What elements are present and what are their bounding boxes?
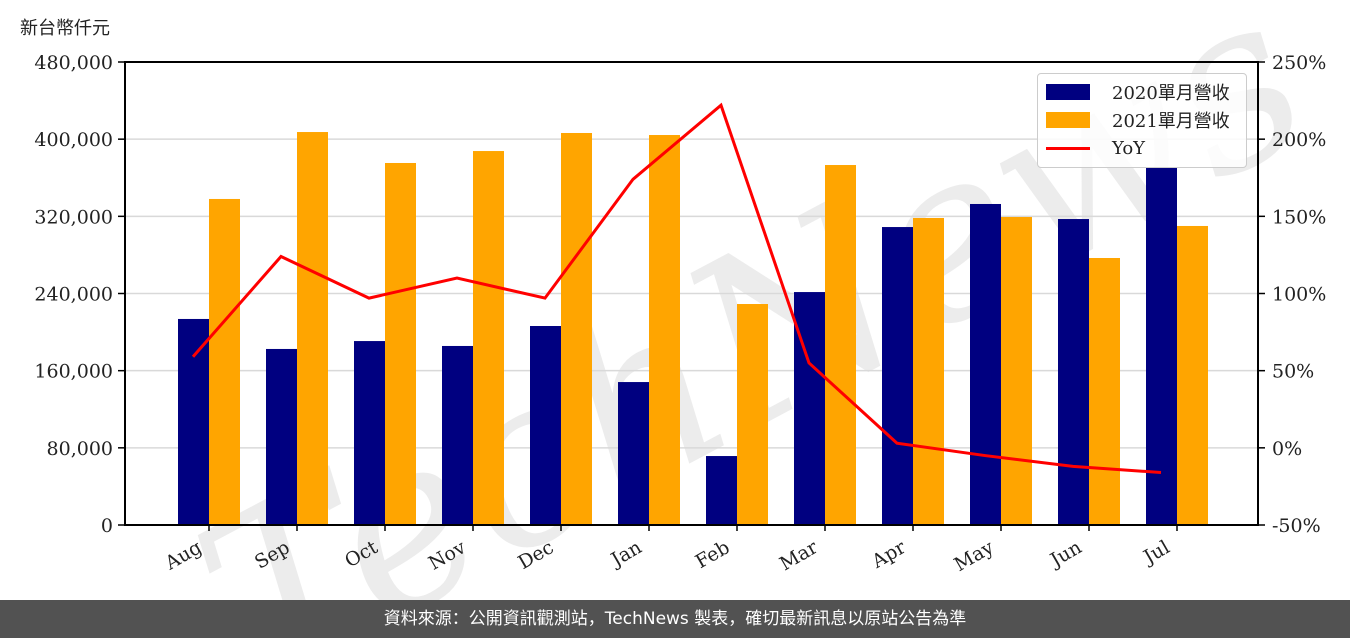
y2-tick-label: 100% (1272, 284, 1326, 306)
bar-2020-oct (354, 341, 385, 525)
x-tick-label-jul: Jul (1138, 536, 1173, 569)
x-tick-label-feb: Feb (692, 536, 734, 573)
bar-2020-may (970, 203, 1001, 525)
bar-2021-feb (737, 304, 768, 525)
bar-2020-nov (442, 345, 473, 525)
legend-swatch-2020 (1046, 84, 1090, 100)
legend-swatch-2021 (1046, 112, 1090, 128)
y-axis-left-ticks: 0 80,000 160,000 240,000 320,000 400,000 480,0… (34, 52, 125, 537)
y-tick-label: 240,000 (34, 284, 113, 306)
y-tick-label: 160,000 (34, 361, 113, 383)
y2-tick-label: 200% (1272, 129, 1326, 151)
y-tick-label: 400,000 (34, 129, 113, 151)
bar-2020-feb (706, 456, 737, 525)
bar-2020-dec (530, 326, 561, 525)
x-tick-label-mar: Mar (776, 536, 822, 575)
y2-tick-label: 0% (1272, 438, 1302, 460)
y-tick-label: 320,000 (34, 206, 113, 228)
bar-2020-mar (794, 292, 825, 525)
y-tick-label: 0 (101, 515, 113, 537)
y-tick-label: 80,000 (47, 438, 113, 460)
y2-tick-label: 250% (1272, 52, 1326, 74)
bar-2020-aug (178, 318, 209, 525)
source-footer: 資料來源：公開資訊觀測站，TechNews 製表，確切最新訊息以原站公告為準 (0, 600, 1350, 638)
y2-tick-label: -50% (1272, 515, 1321, 537)
bar-2020-jul (1146, 167, 1177, 525)
bar-2021-jan (649, 135, 680, 525)
legend-item-2021: 2021單月營收 (1046, 108, 1230, 132)
x-tick-label-jun: Jun (1045, 536, 1086, 572)
chart-legend: 2020單月營收 2021單月營收 YoY (1037, 73, 1247, 168)
bar-2021-mar (825, 165, 856, 525)
x-tick-label-may: May (951, 536, 998, 576)
legend-label-2020: 2020單月營收 (1112, 83, 1230, 104)
bar-2020-jun (1058, 219, 1089, 525)
bar-2021-sep (297, 132, 328, 525)
bar-2021-jun (1089, 258, 1120, 525)
bar-2021-aug (209, 198, 240, 526)
legend-item-2020: 2020單月營收 (1046, 80, 1230, 104)
y-tick-label: 480,000 (34, 52, 113, 74)
legend-line-yoy (1046, 146, 1090, 150)
x-tick-label-apr: Apr (867, 536, 910, 573)
bar-2021-jul (1177, 225, 1208, 525)
y-axis-right-ticks: -50% 0% 50% 100% 150% 200% 250% (1258, 52, 1326, 537)
bar-2021-apr (913, 217, 944, 525)
legend-label-yoy: YoY (1112, 137, 1146, 159)
bar-2021-nov (473, 151, 504, 525)
bar-2020-apr (882, 227, 913, 525)
bar-series (178, 132, 1208, 526)
yoy-polyline (191, 102, 1162, 475)
y2-tick-label: 150% (1272, 206, 1326, 228)
yoy-line (191, 102, 1162, 475)
bar-2021-may (1001, 217, 1032, 525)
bar-2021-dec (561, 132, 592, 525)
legend-item-yoy: YoY (1046, 136, 1145, 160)
bar-2020-sep (266, 348, 297, 525)
y-axis-unit-label: 新台幣仟元 (20, 18, 110, 39)
bar-2021-oct (385, 162, 416, 525)
bar-2020-jan (618, 382, 649, 525)
legend-label-2021: 2021單月營收 (1112, 111, 1230, 132)
y2-tick-label: 50% (1272, 361, 1314, 383)
